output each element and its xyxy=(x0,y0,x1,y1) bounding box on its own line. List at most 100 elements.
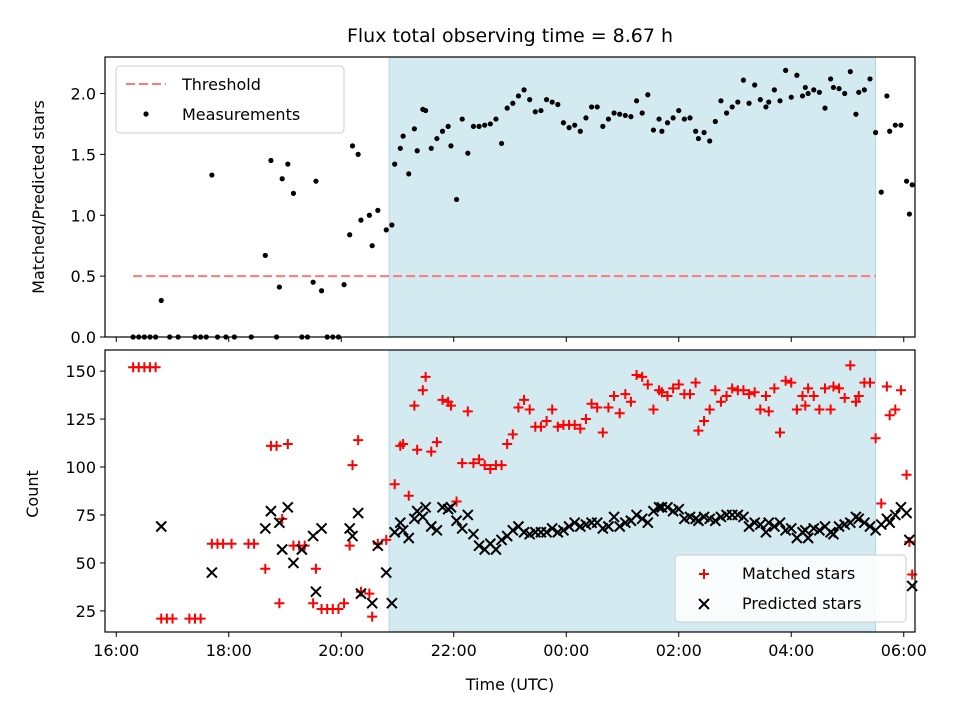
data-point xyxy=(513,402,524,413)
data-point xyxy=(889,509,902,521)
data-point xyxy=(648,404,659,415)
bottom-series-matched-stars xyxy=(128,360,918,624)
data-point xyxy=(906,211,912,217)
data-point xyxy=(274,598,285,609)
top-series-measurements xyxy=(130,67,915,340)
data-point xyxy=(614,408,625,419)
data-point xyxy=(625,396,636,407)
data-point xyxy=(386,597,398,609)
data-point xyxy=(504,105,510,111)
x-tick-label: 16:00 xyxy=(93,641,139,660)
data-point xyxy=(853,513,865,525)
data-point xyxy=(900,507,913,519)
data-point xyxy=(620,389,631,400)
data-point xyxy=(566,125,572,131)
bottom-y-tick-label: 75 xyxy=(76,506,96,525)
top-observing-span xyxy=(388,56,877,338)
data-point xyxy=(409,400,420,411)
data-point xyxy=(647,505,660,517)
data-point xyxy=(803,383,814,394)
data-point xyxy=(400,133,406,139)
data-point xyxy=(369,243,375,249)
data-point xyxy=(417,385,428,396)
data-point xyxy=(282,439,293,449)
data-point xyxy=(538,107,544,114)
data-point xyxy=(406,171,412,177)
data-point xyxy=(827,528,840,540)
data-point xyxy=(428,145,434,151)
data-point xyxy=(308,598,319,609)
data-point xyxy=(150,362,161,373)
data-point xyxy=(262,252,268,259)
data-point xyxy=(878,189,884,195)
data-point xyxy=(693,425,704,436)
data-point xyxy=(828,76,834,82)
data-point xyxy=(383,227,389,233)
data-point xyxy=(904,536,915,547)
data-point xyxy=(366,597,378,609)
data-point xyxy=(473,539,485,552)
data-point xyxy=(710,385,721,396)
data-point xyxy=(431,524,443,537)
data-point xyxy=(541,415,552,426)
data-point xyxy=(715,396,726,407)
x-axis-label: Time (UTC) xyxy=(465,675,554,694)
data-point xyxy=(738,385,749,396)
data-point xyxy=(723,110,730,116)
data-point xyxy=(853,391,864,402)
data-point xyxy=(547,404,558,415)
data-point xyxy=(600,123,606,129)
data-point xyxy=(419,501,432,514)
data-point xyxy=(349,143,356,149)
data-point xyxy=(420,371,431,382)
data-point xyxy=(333,603,344,614)
data-point xyxy=(474,454,485,465)
data-point xyxy=(588,104,595,110)
data-point xyxy=(318,288,325,294)
data-point xyxy=(856,89,862,95)
bottom-y-tick-label: 50 xyxy=(76,554,96,573)
data-point xyxy=(757,97,763,103)
data-point xyxy=(158,297,164,304)
x-tick-label: 20:00 xyxy=(318,641,364,660)
top-y-tick-label: 1.5 xyxy=(71,145,96,164)
data-point xyxy=(285,161,291,167)
data-point xyxy=(729,104,735,110)
data-point xyxy=(788,94,794,100)
data-point xyxy=(642,379,653,390)
data-point xyxy=(642,516,654,529)
data-point xyxy=(583,115,589,121)
data-point xyxy=(462,509,474,521)
data-point xyxy=(836,86,842,92)
data-point xyxy=(389,222,395,228)
data-point xyxy=(273,516,286,529)
legend-matched-swatch xyxy=(699,569,709,579)
data-point xyxy=(881,381,892,392)
top-y-axis-label: Matched/Predicted stars xyxy=(29,100,48,294)
data-point xyxy=(802,84,808,91)
legend-measurements-swatch xyxy=(143,111,149,117)
data-point xyxy=(290,190,297,196)
data-point xyxy=(535,421,546,432)
data-point xyxy=(609,391,620,402)
data-point xyxy=(352,507,364,519)
data-point xyxy=(265,505,277,517)
data-point xyxy=(580,414,591,425)
data-point xyxy=(668,383,679,394)
data-point xyxy=(845,360,856,371)
data-point xyxy=(873,129,879,136)
data-point xyxy=(394,516,407,529)
data-point xyxy=(519,394,530,405)
data-point xyxy=(839,392,850,403)
data-point xyxy=(653,501,665,514)
data-point xyxy=(397,145,403,151)
data-point xyxy=(718,98,724,104)
data-point xyxy=(524,404,535,415)
data-point xyxy=(847,69,853,75)
data-point xyxy=(903,178,910,184)
data-point xyxy=(898,122,904,128)
data-point xyxy=(485,463,496,474)
data-point xyxy=(692,515,705,527)
data-point xyxy=(426,446,437,457)
